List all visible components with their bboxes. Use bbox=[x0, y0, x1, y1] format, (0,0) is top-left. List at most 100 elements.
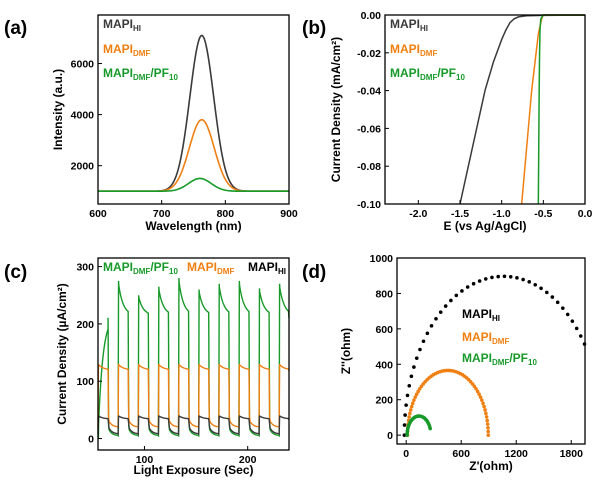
data-point-d-0 bbox=[434, 316, 438, 321]
x-tick-label-b: -1.5 bbox=[451, 208, 469, 220]
x-axis-title-c: Light Exposure (Sec) bbox=[133, 463, 253, 477]
plot-frame-d bbox=[396, 257, 586, 445]
y-tick-label-c: 0 bbox=[88, 434, 94, 446]
data-point-d-0 bbox=[521, 277, 525, 282]
data-point-d-0 bbox=[460, 289, 464, 293]
data-point-d-1 bbox=[408, 411, 412, 416]
data-point-d-0 bbox=[490, 275, 494, 280]
data-point-d-0 bbox=[443, 304, 448, 308]
data-point-d-0 bbox=[412, 365, 416, 369]
y-axis-title-c: Current Density (µA/cm²) bbox=[55, 283, 69, 425]
data-point-d-0 bbox=[407, 383, 412, 388]
panel-label-c: (c) bbox=[4, 262, 27, 283]
data-point-d-0 bbox=[527, 280, 532, 284]
data-point-d-0 bbox=[402, 433, 407, 437]
y-tick-label-b: -0.10 bbox=[357, 199, 381, 211]
y-tick-label-c: 200 bbox=[76, 319, 94, 331]
legend-c-hi: MAPIHI bbox=[248, 260, 286, 276]
data-point-d-0 bbox=[404, 403, 408, 407]
data-point-d-0 bbox=[438, 310, 443, 314]
plot-frame-c bbox=[97, 257, 290, 451]
data-point-d-1 bbox=[486, 433, 491, 437]
series-line-a-0 bbox=[98, 34, 289, 193]
x-axis-title-d: Z'(ohm) bbox=[469, 459, 513, 473]
y-tick-label-c: 300 bbox=[76, 262, 94, 274]
data-point-d-0 bbox=[454, 293, 459, 298]
series-line-c-2 bbox=[97, 415, 290, 436]
data-point-d-0 bbox=[508, 274, 513, 279]
series-line-c-1 bbox=[97, 363, 290, 429]
data-point-d-0 bbox=[403, 413, 407, 417]
data-point-d-1 bbox=[410, 401, 415, 406]
data-point-d-1 bbox=[483, 408, 487, 412]
y-tick-label-b: -0.02 bbox=[357, 48, 381, 60]
legend-d-1: MAPIDMF bbox=[462, 330, 509, 346]
data-point-d-0 bbox=[477, 279, 482, 283]
data-point-d-0 bbox=[402, 423, 407, 427]
legend-c-pf: MAPIDMF/PF10 bbox=[103, 260, 178, 276]
chart-c-photocurrent: 100 200 0 100 200 300 Light Exposure (Sec) Curr… bbox=[55, 257, 290, 477]
data-point-d-1 bbox=[407, 415, 411, 419]
y-tick-label-d: 1000 bbox=[370, 253, 394, 265]
y-tick-label-a: 6000 bbox=[71, 59, 95, 71]
data-point-d-0 bbox=[533, 282, 538, 287]
y-tick-label-d: 200 bbox=[375, 395, 393, 407]
data-point-d-0 bbox=[405, 393, 410, 398]
y-tick-label-d: 0 bbox=[387, 430, 393, 442]
x-tick-label-b: -0.5 bbox=[534, 208, 552, 220]
data-point-d-1 bbox=[475, 389, 480, 394]
y-tick-label-b: -0.04 bbox=[357, 86, 381, 98]
panel-label-b: (b) bbox=[302, 18, 326, 39]
x-tick-label-d: 1200 bbox=[505, 448, 529, 460]
data-point-d-0 bbox=[409, 374, 414, 379]
y-tick-label-b: -0.06 bbox=[357, 123, 381, 135]
y-axis-title-a: Intensity (a.u.) bbox=[51, 69, 65, 150]
x-tick-label-a: 800 bbox=[217, 208, 235, 220]
x-tick-label-d: 600 bbox=[452, 448, 470, 460]
data-point-d-0 bbox=[421, 339, 426, 344]
legend-d-0: MAPIHI bbox=[462, 307, 500, 323]
y-tick-label-b: -0.08 bbox=[357, 161, 381, 173]
panel-label-a: (a) bbox=[4, 18, 27, 39]
data-point-d-0 bbox=[418, 347, 422, 352]
y-tick-label-d: 800 bbox=[375, 288, 393, 300]
x-tick-label-a: 700 bbox=[153, 208, 171, 220]
data-point-d-1 bbox=[477, 392, 481, 396]
x-tick-label-b: 0.0 bbox=[578, 208, 593, 220]
data-point-d-1 bbox=[409, 404, 414, 409]
legend-d-2: MAPIDMF/PF10 bbox=[462, 351, 537, 367]
data-point-d-1 bbox=[484, 411, 488, 416]
data-point-d-0 bbox=[574, 326, 579, 331]
data-point-d-0 bbox=[561, 306, 565, 310]
x-tick-label-a: 600 bbox=[89, 208, 107, 220]
legend-b-1: MAPIDMF bbox=[390, 42, 437, 58]
chart-b-lsv: -2.0 -1.5 -1.0 -0.5 0.0 0.00 -0.02 -0.04 -0.06 -0… bbox=[329, 10, 592, 233]
data-point-d-0 bbox=[429, 324, 434, 328]
data-point-d-0 bbox=[425, 331, 430, 336]
data-point-d-1 bbox=[478, 395, 483, 399]
series-line-a-2 bbox=[98, 177, 289, 193]
data-point-d-1 bbox=[481, 401, 485, 406]
series-line-b-0 bbox=[459, 14, 585, 205]
y-axis-title-d: Z''(ohm) bbox=[339, 328, 353, 374]
data-point-d-0 bbox=[539, 286, 543, 291]
x-tick-label-d: 0 bbox=[403, 448, 409, 460]
data-point-d-0 bbox=[565, 312, 570, 317]
data-point-d-1 bbox=[485, 418, 490, 423]
x-tick-label-b: -2.0 bbox=[409, 208, 427, 220]
data-point-d-1 bbox=[486, 425, 490, 430]
legend-b-0: MAPIHI bbox=[390, 17, 428, 33]
series-line-b-2 bbox=[537, 14, 585, 205]
data-point-d-0 bbox=[483, 277, 488, 281]
x-tick-label-b: -1.0 bbox=[493, 208, 511, 220]
x-tick-label-c: 200 bbox=[239, 454, 257, 466]
legend-c-dmf: MAPIDMF bbox=[187, 260, 234, 276]
chart-d-eis: 0 600 1200 1800 0 200 400 600 800 1000 Z'(ohm) Z''(… bbox=[339, 253, 587, 473]
series-line-c-0 bbox=[97, 278, 290, 439]
x-axis-title-a: Wavelength (nm) bbox=[145, 219, 241, 233]
data-point-d-1 bbox=[414, 392, 419, 396]
x-tick-label-d: 1800 bbox=[560, 448, 584, 460]
data-point-d-0 bbox=[545, 290, 549, 295]
data-point-d-1 bbox=[412, 398, 416, 402]
y-tick-label-a: 4000 bbox=[71, 110, 95, 122]
